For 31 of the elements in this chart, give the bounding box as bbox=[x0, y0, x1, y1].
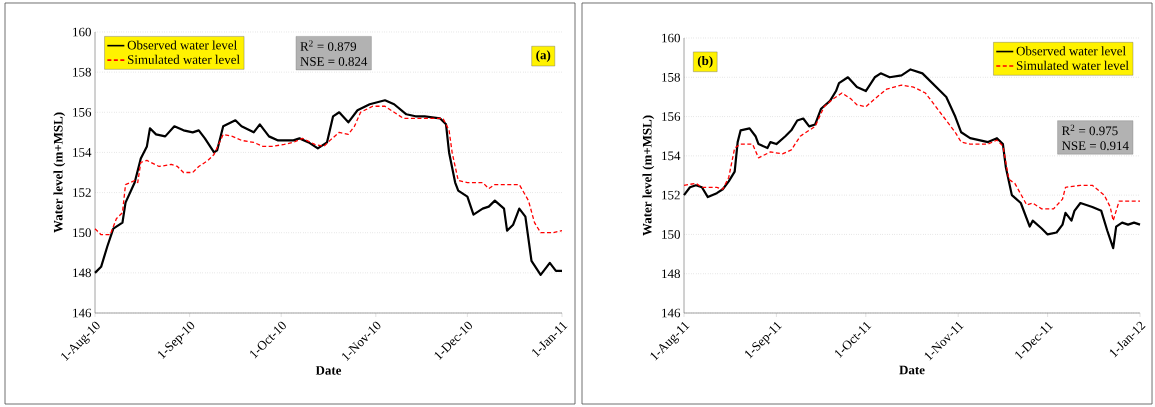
x-axis-title: Date bbox=[315, 366, 342, 375]
y-tick-label: 154 bbox=[662, 151, 681, 161]
y-tick-label: 158 bbox=[662, 72, 680, 82]
annotation: (a) bbox=[536, 50, 551, 62]
y-tick-label: 146 bbox=[662, 308, 681, 318]
legend-label: Simulated water level bbox=[128, 54, 240, 64]
y-tick-label: 150 bbox=[73, 228, 91, 238]
y-tick-label: 156 bbox=[662, 112, 681, 121]
annotation: R$^{2}$ = 0.975 bbox=[1061, 124, 1118, 136]
annotation: (b) bbox=[697, 55, 713, 68]
annotation: R$^{2}$ = 0.879 bbox=[300, 40, 357, 51]
y-tick-label: 150 bbox=[662, 230, 680, 239]
y-tick-label: 146 bbox=[73, 308, 92, 318]
y-tick-label: 154 bbox=[73, 148, 92, 157]
x-axis-title: Date bbox=[899, 365, 925, 375]
legend-label: Observed water level bbox=[1016, 46, 1126, 56]
y-tick-label: 152 bbox=[73, 188, 91, 197]
y-axis-title: Water level (m+MSL) bbox=[642, 115, 655, 236]
y-tick-label: 156 bbox=[73, 107, 92, 117]
legend-label: Simulated water level bbox=[1016, 60, 1129, 70]
y-tick-label: 148 bbox=[662, 269, 680, 279]
annotation: NSE = 0.824 bbox=[300, 57, 368, 66]
y-tick-label: 148 bbox=[73, 268, 91, 278]
line-series bbox=[93, 99, 564, 276]
legend-label: Observed water level bbox=[127, 40, 237, 50]
y-tick-label: 152 bbox=[662, 190, 680, 200]
annotation: NSE = 0.914 bbox=[1061, 141, 1129, 151]
y-tick-label: 160 bbox=[73, 27, 91, 37]
y-tick-label: 158 bbox=[73, 67, 91, 77]
y-tick-label: 160 bbox=[662, 33, 680, 43]
y-axis-title: Water level (m+MSL) bbox=[53, 112, 66, 233]
